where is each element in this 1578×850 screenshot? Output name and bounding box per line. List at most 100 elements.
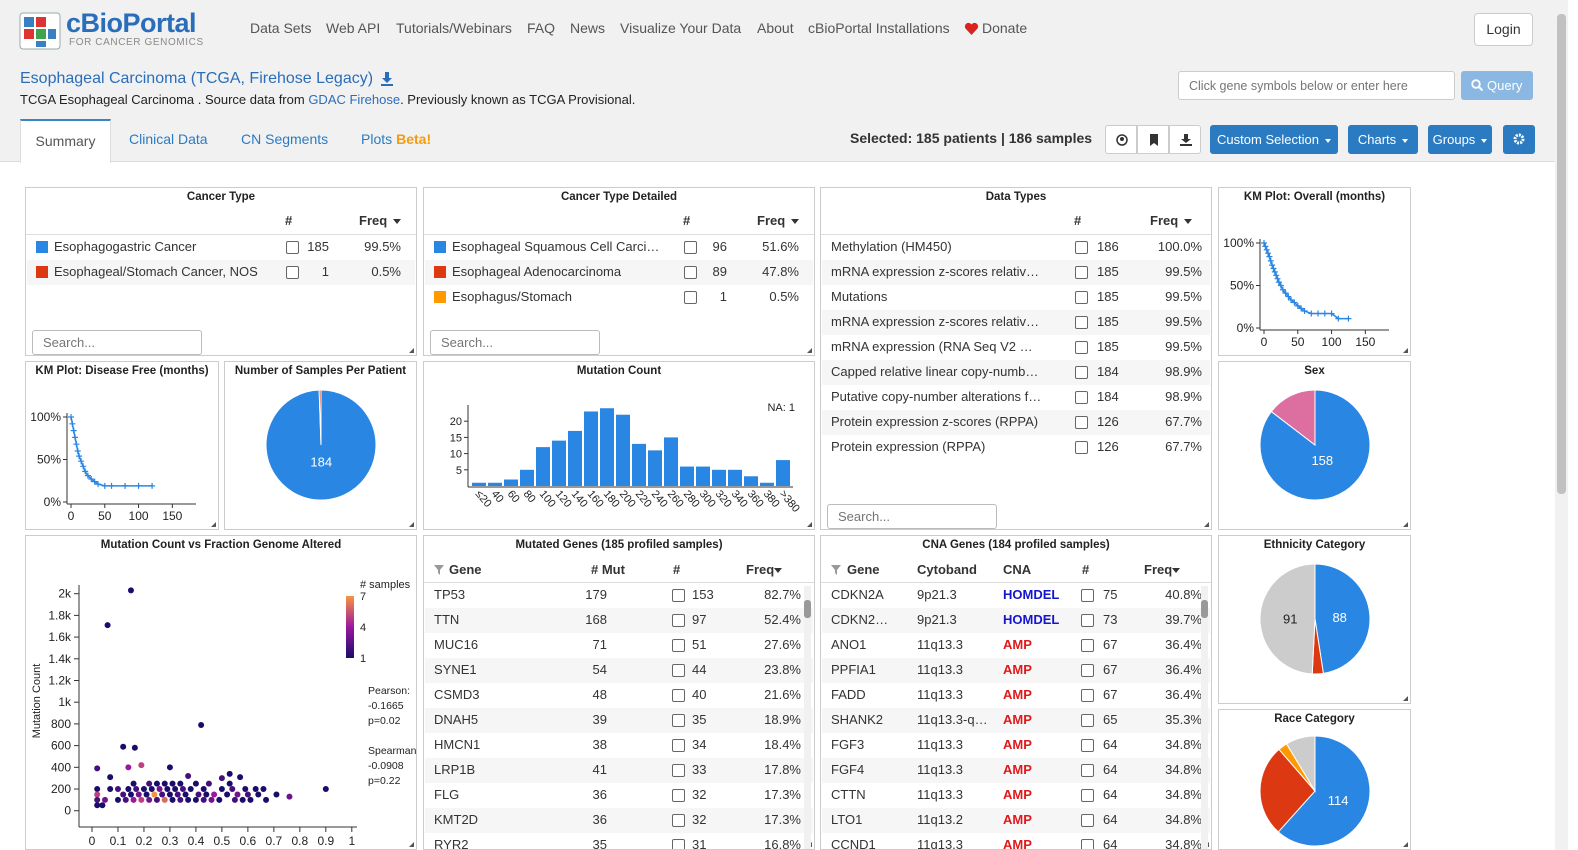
checkbox[interactable] — [672, 639, 685, 652]
checkbox[interactable] — [1081, 839, 1094, 849]
checkbox[interactable] — [672, 589, 685, 602]
checkbox[interactable] — [1075, 391, 1088, 404]
column-header: Freq — [757, 213, 786, 228]
y-tick-label: 15 — [450, 432, 462, 444]
tab-active[interactable]: Summary — [20, 119, 111, 163]
checkbox[interactable] — [1075, 341, 1088, 354]
checkbox[interactable] — [1081, 614, 1094, 627]
checkbox[interactable] — [1081, 739, 1094, 752]
censor-mark — [74, 448, 81, 454]
cytoband: 11q13.3 — [917, 787, 964, 802]
checkbox[interactable] — [672, 614, 685, 627]
nav-link[interactable]: About — [757, 20, 794, 36]
donate-link[interactable]: Donate — [982, 20, 1028, 36]
tab[interactable]: Plots Beta! — [361, 131, 431, 147]
header-rule — [821, 582, 1211, 583]
checkbox[interactable] — [672, 764, 685, 777]
checkbox[interactable] — [1081, 814, 1094, 827]
checkbox[interactable] — [1081, 764, 1094, 777]
row-stripe — [425, 808, 813, 833]
sample-count: 75 — [1103, 587, 1118, 602]
tab-label: Clinical Data — [129, 131, 208, 147]
checkbox[interactable] — [1075, 366, 1088, 379]
checkbox[interactable] — [672, 689, 685, 702]
censor-mark — [95, 481, 102, 488]
checkbox[interactable] — [1081, 689, 1094, 702]
nav-link[interactable]: Web API — [326, 20, 381, 36]
row-freq: 99.5% — [1165, 314, 1202, 329]
dropdown-button[interactable]: Charts — [1348, 125, 1418, 154]
scatter-point — [239, 796, 246, 803]
page-scrollbar[interactable] — [1555, 0, 1568, 850]
tab[interactable]: CN Segments — [241, 131, 328, 147]
row-stripe — [822, 410, 1210, 435]
beta-badge: Beta! — [396, 131, 432, 147]
checkbox[interactable] — [1075, 441, 1088, 454]
icon-button[interactable] — [1105, 125, 1137, 154]
checkbox[interactable] — [1081, 789, 1094, 802]
table-search[interactable] — [827, 504, 997, 529]
icon-button[interactable] — [1137, 125, 1169, 154]
row-label: Methylation (HM450) — [831, 239, 952, 254]
survival-curve — [1263, 242, 1349, 320]
row-stripe — [425, 758, 813, 783]
checkbox[interactable] — [1075, 266, 1088, 279]
login-button[interactable]: Login — [1474, 13, 1533, 46]
sample-count: 34 — [692, 737, 707, 752]
checkbox[interactable] — [1081, 589, 1094, 602]
checkbox[interactable] — [1075, 291, 1088, 304]
checkbox[interactable] — [672, 839, 685, 849]
study-title[interactable]: Esophageal Carcinoma (TCGA, Firehose Leg… — [20, 70, 374, 87]
table-search[interactable] — [430, 330, 600, 355]
checkbox[interactable] — [672, 814, 685, 827]
x-tick-label: 180 — [601, 488, 622, 510]
checkbox[interactable] — [1075, 416, 1088, 429]
checkbox[interactable] — [684, 291, 697, 304]
row-freq: 36.4% — [1165, 662, 1202, 677]
censor-mark — [1294, 302, 1301, 309]
column-header: # — [1082, 562, 1090, 577]
nav-link[interactable]: FAQ — [527, 20, 556, 36]
gene-name: PPFIA1 — [831, 662, 876, 677]
censor-mark — [1266, 253, 1273, 260]
card-title: Mutated Genes (185 profiled samples) — [515, 539, 723, 551]
icon-button[interactable] — [1169, 125, 1201, 154]
checkbox[interactable] — [684, 241, 697, 254]
row-stripe — [822, 708, 1210, 733]
mutation-count: 54 — [592, 662, 607, 677]
checkbox[interactable] — [1075, 241, 1088, 254]
table-search[interactable] — [32, 330, 202, 355]
gene-name: CDKN2A — [831, 587, 884, 602]
checkbox[interactable] — [1081, 664, 1094, 677]
column-header: Freq — [359, 213, 388, 228]
checkbox[interactable] — [672, 664, 685, 677]
nav-link[interactable]: News — [570, 20, 606, 36]
settings-button[interactable] — [1503, 125, 1535, 154]
nav-link[interactable]: Tutorials/Webinars — [396, 20, 512, 36]
row-freq: 34.8% — [1165, 762, 1202, 777]
dropdown-button[interactable]: Groups — [1428, 125, 1492, 154]
column-header: Freq — [746, 562, 775, 577]
checkbox[interactable] — [1081, 714, 1094, 727]
legend-tick-label: 4 — [360, 622, 366, 634]
cna-type: AMP — [1003, 662, 1032, 677]
checkbox[interactable] — [1081, 639, 1094, 652]
nav-link[interactable]: Visualize Your Data — [620, 20, 742, 36]
scroll-thumb[interactable] — [1557, 14, 1566, 494]
checkbox[interactable] — [684, 266, 697, 279]
checkbox[interactable] — [672, 789, 685, 802]
nav-link[interactable]: cBioPortal Installations — [808, 20, 950, 36]
checkbox[interactable] — [286, 266, 299, 279]
tab[interactable]: Clinical Data — [129, 131, 208, 147]
checkbox[interactable] — [286, 241, 299, 254]
checkbox[interactable] — [672, 714, 685, 727]
checkbox[interactable] — [1075, 316, 1088, 329]
nav-link[interactable]: Data Sets — [250, 20, 312, 36]
gene-input[interactable] — [1178, 71, 1455, 100]
x-tick-label: 60 — [505, 488, 522, 505]
description-link[interactable]: GDAC Firehose — [308, 92, 401, 107]
dropdown-button[interactable]: Custom Selection — [1210, 125, 1338, 154]
x-tick-label: 0.5 — [214, 834, 231, 848]
query-button[interactable]: Query — [1461, 71, 1533, 100]
checkbox[interactable] — [672, 739, 685, 752]
